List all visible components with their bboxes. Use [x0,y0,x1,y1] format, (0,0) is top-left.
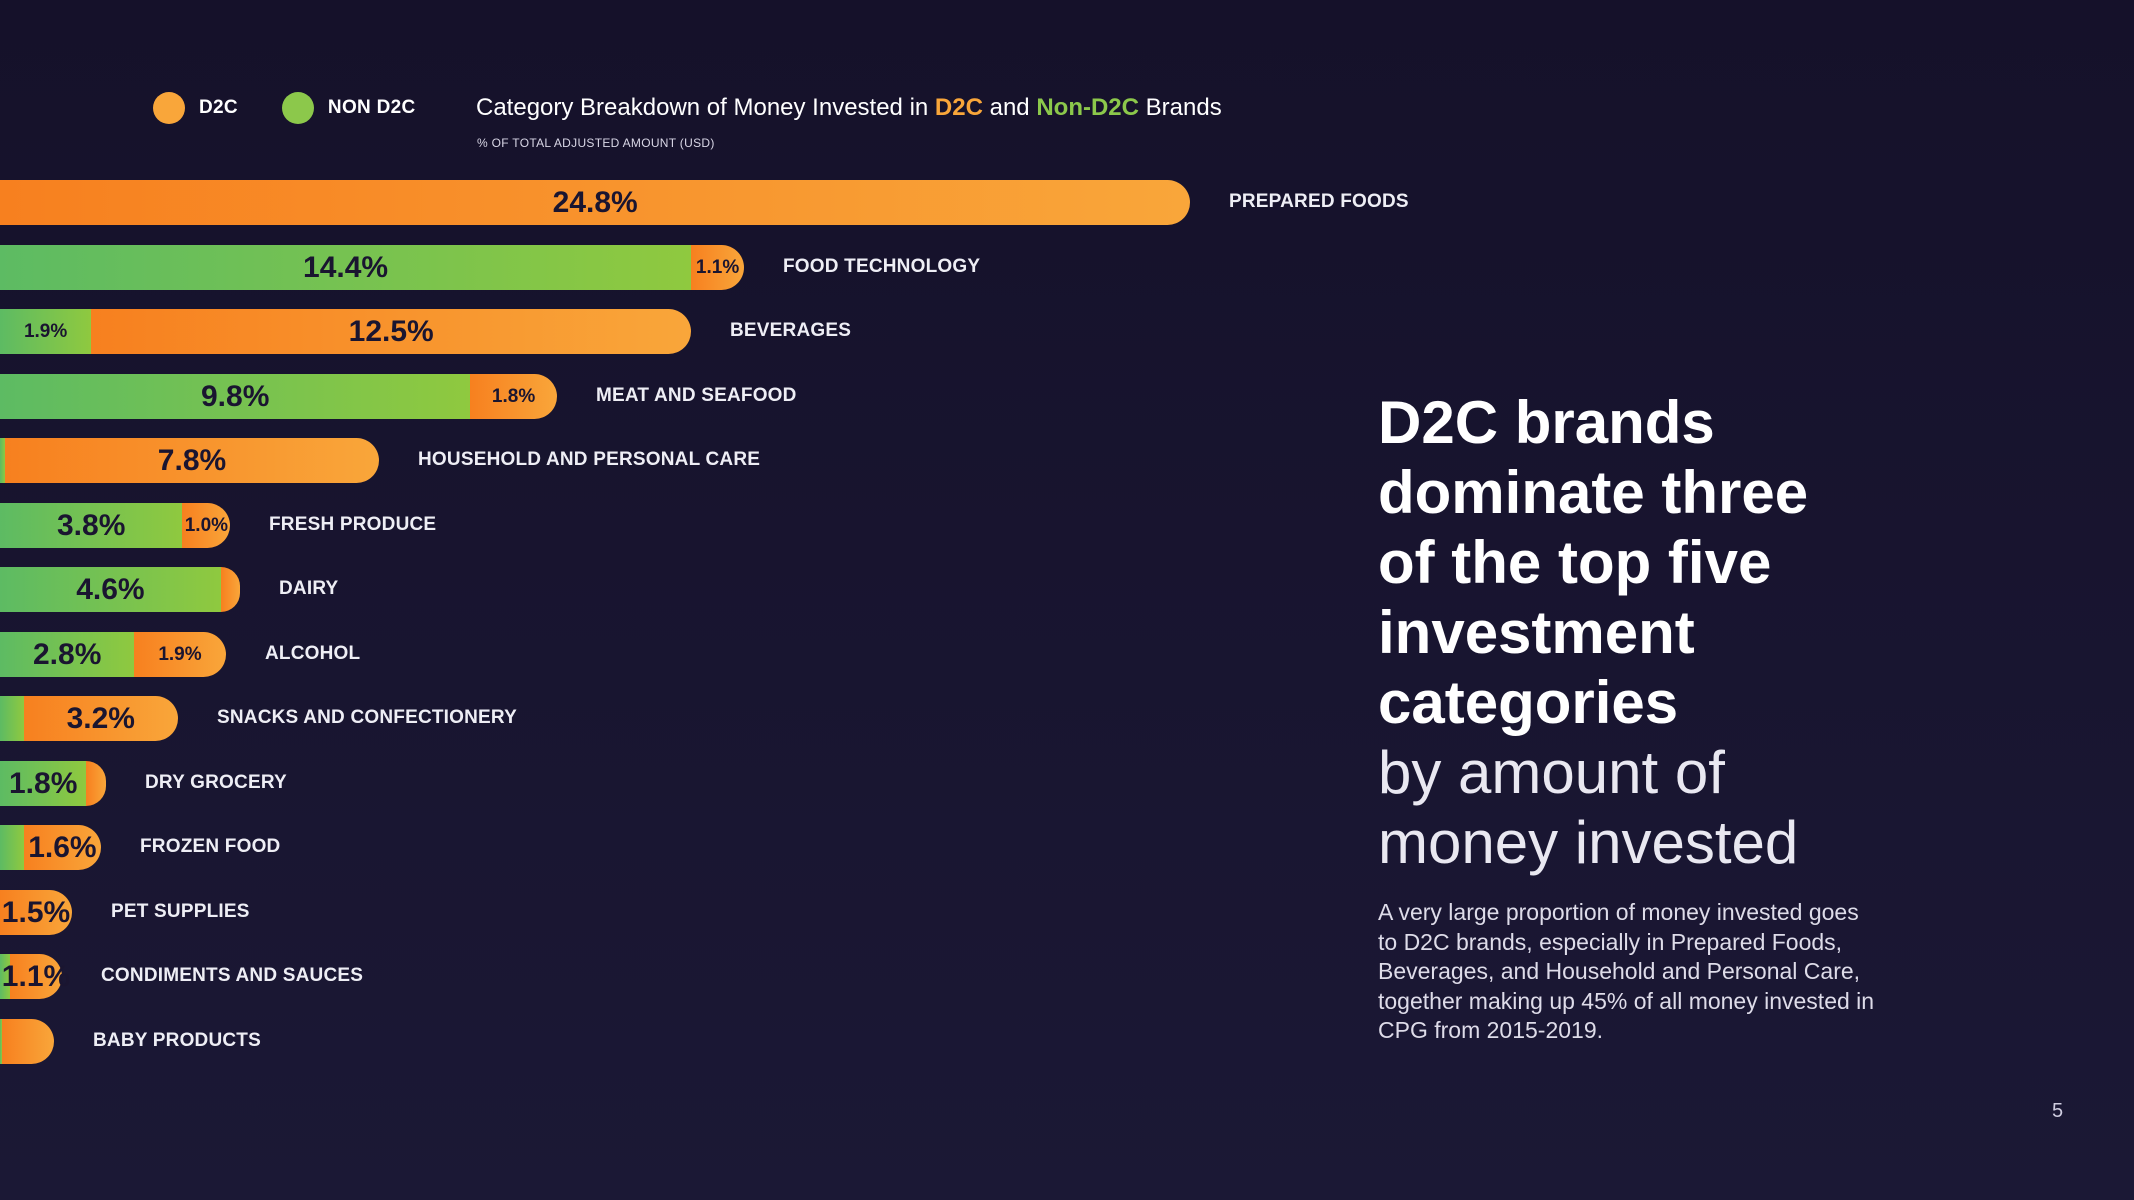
bar-segment-d2c: 1.1% [2,954,70,999]
bar-segment-d2c: 1.5% [0,890,72,935]
legend-label-d2c: D2C [199,97,238,118]
bar-segment-d2c: 1.6% [24,825,101,870]
category-label: HOUSEHOLD AND PERSONAL CARE [418,449,761,470]
bar-value-label: 9.8% [201,379,270,413]
legend-label-non-d2c: NON D2C [327,97,416,118]
bar-segment-non-d2c [0,438,5,483]
bar-value-label-small: 1.0% [184,514,229,536]
bar-segment-non-d2c [0,1019,3,1064]
category-label: CONDIMENTS AND SAUCES [101,965,364,986]
bar-row: 24.8% [0,180,1191,225]
category-label: SNACKS AND CONFECTIONERY [217,707,518,728]
bar-value-label: 7.8% [157,443,227,477]
bar-segment-non-d2c: 1.9% [0,309,92,354]
chart-title-middle: and [982,94,1037,121]
headline-line: D2C brands [1378,389,1715,456]
bar-row: 1.9% 12.5% [0,309,692,354]
legend-swatch-non-d2c [281,92,314,124]
bar-segment-d2c: 7.8% [4,438,380,483]
legend-item-d2c: D2C [153,92,238,124]
bar-segment-d2c [2,1019,54,1064]
bar-value-label-small: 1.1% [695,256,740,278]
headline: D2C brands dominate three of the top fiv… [1378,388,1998,878]
category-label: FOOD TECHNOLOGY [783,256,981,277]
category-label: ALCOHOL [265,643,361,664]
category-label: PET SUPPLIES [111,901,250,922]
chart-title-suffix: Brands [1138,94,1222,121]
bar-segment-non-d2c: 2.8% [0,632,135,677]
bar-row: 9.8% 1.8% [0,374,557,419]
bar-segment-d2c: 1.1% [691,245,744,290]
headline-line: categories [1378,669,1679,736]
bar-segment-d2c: 1.8% [470,374,557,419]
bar-value-label: 24.8% [552,185,638,219]
category-label: BABY PRODUCTS [93,1030,261,1051]
bar-segment-d2c: 3.2% [24,696,178,741]
headline-line: of the top five [1378,529,1772,596]
bar-value-label: 12.5% [348,314,434,348]
headline-line: dominate three [1378,459,1809,526]
chart-title-d2c: D2C [934,94,983,121]
bar-value-label-small: 1.9% [23,320,68,342]
category-label: MEAT AND SEAFOOD [596,385,797,406]
bar-value-label: 1.8% [9,766,78,800]
category-label: DRY GROCERY [145,772,287,793]
category-label: DAIRY [279,578,339,599]
category-label: BEVERAGES [730,320,852,341]
bar-row: 7.8% [0,438,380,483]
bar-row: 1.6% [0,825,101,870]
bar-row: 1.5% [0,890,72,935]
category-label: FRESH PRODUCE [269,514,437,535]
bar-segment-non-d2c [0,954,10,999]
bar-row: 3.2% [0,696,178,741]
bar-segment-non-d2c [0,696,24,741]
bar-segment-non-d2c: 1.8% [0,761,87,806]
chart-subtitle: % OF TOTAL ADJUSTED AMOUNT (USD) [477,136,715,150]
chart-legend: D2C NON D2C [153,92,460,124]
bar-value-label: 1.6% [28,830,97,864]
bar-row: 1.1% [0,954,70,999]
bar-value-label: 4.6% [76,572,145,606]
bar-value-label: 2.8% [33,637,102,671]
chart-title-non-d2c: Non-D2C [1036,94,1139,121]
bar-segment-non-d2c: 4.6% [0,567,221,612]
bar-row [0,1019,54,1064]
bar-segment-non-d2c: 3.8% [0,503,183,548]
bar-row: 3.8% 1.0% [0,503,231,548]
page-number: 5 [2052,1100,2064,1122]
bar-segment-d2c: 1.9% [134,632,226,677]
bar-value-label: 3.2% [66,701,135,735]
headline-line: investment [1378,599,1695,666]
category-label: PREPARED FOODS [1229,191,1409,212]
headline-subline: by amount of [1378,739,1725,806]
bar-segment-d2c: 1.0% [182,503,231,548]
bar-segment-non-d2c [0,825,24,870]
category-label: FROZEN FOOD [140,836,281,857]
bar-value-label: 1.5% [1,895,71,929]
bar-row: 1.8% [0,761,106,806]
bar-value-label: 3.8% [57,508,126,542]
bar-value-label: 1.1% [1,959,71,993]
legend-swatch-d2c [153,92,185,124]
chart-title: Category Breakdown of Money Invested in … [476,94,1222,122]
bar-segment-d2c: 12.5% [91,309,692,354]
bar-value-label-small: 1.9% [158,643,202,665]
bar-segment-d2c [86,761,106,806]
bar-row: 2.8% 1.9% [0,632,226,677]
bar-row: 14.4% 1.1% [0,245,744,290]
bar-chart: 24.8% PREPARED FOODS 14.4% 1.1% FOOD TECHNOL… [0,180,1409,1064]
headline-subline: money invested [1378,809,1799,876]
bar-value-label: 14.4% [303,250,389,284]
bar-segment-non-d2c: 9.8% [0,374,471,419]
bar-segment-d2c [220,567,240,612]
bar-segment-d2c: 24.8% [0,180,1191,225]
bar-value-label-small: 1.8% [491,385,536,407]
chart-title-prefix: Category Breakdown of Money Invested in [476,94,935,121]
body-paragraph: A very large proportion of money investe… [1378,899,1875,1043]
bar-row: 4.6% [0,567,240,612]
legend-item-non-d2c: NON D2C [281,92,416,124]
bar-segment-non-d2c: 14.4% [0,245,692,290]
